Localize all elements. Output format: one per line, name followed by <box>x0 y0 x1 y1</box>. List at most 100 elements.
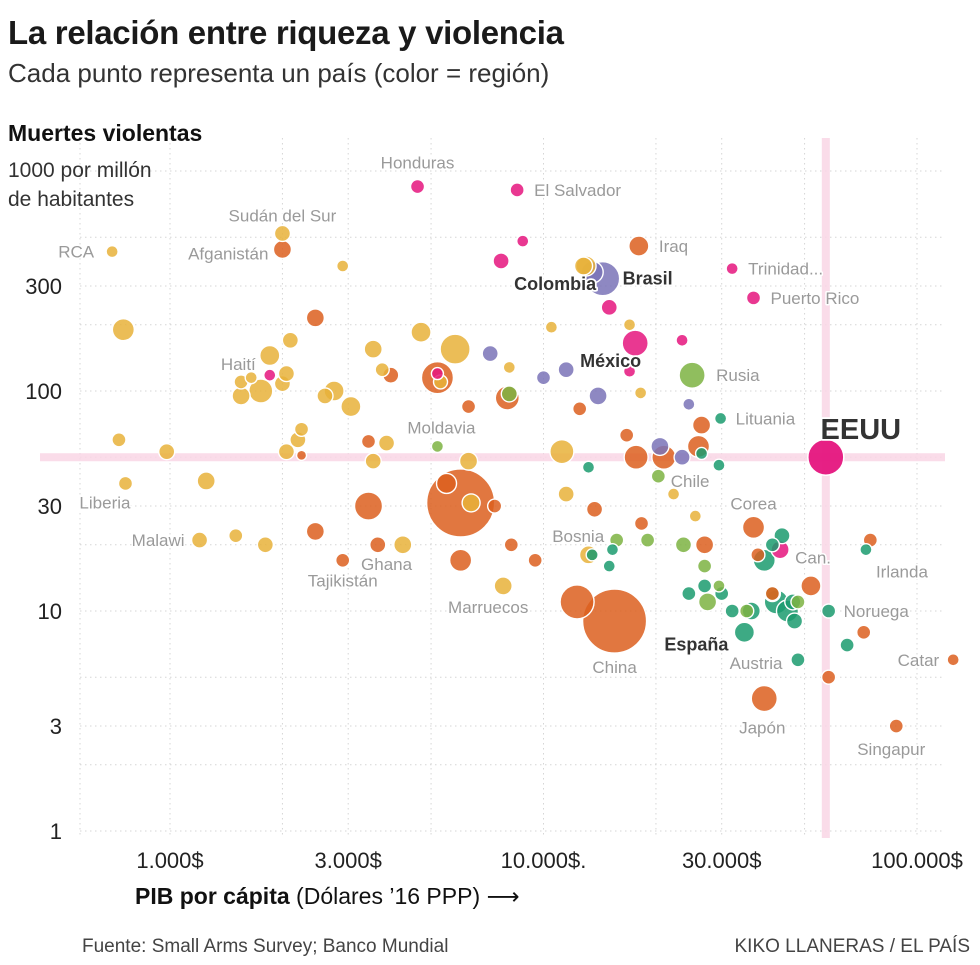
data-point[interactable] <box>571 401 588 417</box>
data-point[interactable] <box>409 178 426 195</box>
data-point[interactable] <box>585 548 599 562</box>
data-point[interactable] <box>650 468 667 484</box>
data-point[interactable] <box>111 432 127 448</box>
data-point[interactable] <box>678 361 706 389</box>
data-point[interactable] <box>750 684 778 713</box>
data-point[interactable] <box>800 575 822 597</box>
data-point[interactable] <box>696 578 713 594</box>
data-point[interactable] <box>231 386 251 406</box>
data-point[interactable] <box>316 387 334 405</box>
data-point[interactable] <box>622 318 637 332</box>
data-point[interactable] <box>694 535 715 555</box>
data-point[interactable] <box>369 536 387 554</box>
data-point[interactable] <box>696 558 713 574</box>
data-point[interactable] <box>682 397 696 412</box>
data-point[interactable] <box>623 444 649 470</box>
data-point[interactable] <box>688 509 703 523</box>
data-point[interactable] <box>820 603 837 619</box>
data-point[interactable] <box>105 244 119 259</box>
data-point[interactable] <box>256 536 275 554</box>
data-point[interactable] <box>673 448 691 466</box>
data-point[interactable] <box>439 333 471 365</box>
data-point[interactable] <box>336 259 350 273</box>
data-point[interactable] <box>639 532 656 548</box>
data-point[interactable] <box>856 624 872 641</box>
data-point[interactable] <box>691 415 712 435</box>
data-point[interactable] <box>666 487 681 501</box>
data-point[interactable] <box>605 542 620 557</box>
data-point[interactable] <box>633 515 650 532</box>
data-point[interactable] <box>544 320 559 334</box>
data-point[interactable] <box>585 500 604 518</box>
data-point[interactable] <box>725 261 739 276</box>
data-point[interactable] <box>741 515 766 540</box>
data-point[interactable] <box>581 460 596 474</box>
data-point[interactable] <box>503 537 520 553</box>
data-point[interactable] <box>790 652 806 668</box>
data-point[interactable] <box>628 235 650 257</box>
data-point[interactable] <box>502 360 517 375</box>
data-point[interactable] <box>622 364 637 378</box>
data-point[interactable] <box>527 552 543 569</box>
data-point[interactable] <box>675 333 689 348</box>
data-point[interactable] <box>410 321 432 343</box>
data-point[interactable] <box>549 438 575 465</box>
data-point[interactable] <box>259 344 281 367</box>
data-point[interactable] <box>618 427 635 443</box>
data-point[interactable] <box>360 433 377 450</box>
data-point[interactable] <box>681 585 697 602</box>
data-point[interactable] <box>340 395 362 418</box>
data-point[interactable] <box>500 385 519 403</box>
data-point[interactable] <box>244 370 258 385</box>
data-point[interactable] <box>493 576 513 596</box>
data-point[interactable] <box>492 252 510 270</box>
data-point[interactable] <box>273 224 292 243</box>
data-point[interactable] <box>335 552 351 569</box>
data-point[interactable] <box>712 458 726 472</box>
data-point[interactable] <box>602 559 616 573</box>
data-point[interactable] <box>535 369 552 386</box>
data-point[interactable] <box>557 360 575 379</box>
data-point[interactable] <box>820 669 837 685</box>
data-point[interactable] <box>486 498 503 514</box>
data-point[interactable] <box>713 411 728 426</box>
data-point[interactable] <box>363 339 383 359</box>
data-point[interactable] <box>764 537 781 553</box>
data-point[interactable] <box>733 621 756 644</box>
data-point[interactable] <box>263 368 277 382</box>
data-point[interactable] <box>674 536 693 554</box>
data-point[interactable] <box>430 439 445 454</box>
data-point[interactable] <box>745 290 762 306</box>
data-point[interactable] <box>277 364 296 383</box>
data-point[interactable] <box>859 542 873 557</box>
data-point[interactable] <box>650 436 670 457</box>
data-point[interactable] <box>724 603 740 619</box>
data-point[interactable] <box>461 493 481 513</box>
data-point[interactable] <box>435 472 458 495</box>
data-point[interactable] <box>364 452 382 470</box>
data-point[interactable] <box>293 421 310 437</box>
data-point[interactable] <box>621 329 649 357</box>
data-point[interactable] <box>353 491 384 521</box>
data-point[interactable] <box>295 449 308 462</box>
data-point[interactable] <box>481 344 499 363</box>
data-point[interactable] <box>158 442 176 461</box>
data-point[interactable] <box>305 308 326 328</box>
data-point[interactable] <box>305 521 326 542</box>
data-point[interactable] <box>750 547 766 563</box>
data-point[interactable] <box>573 256 594 276</box>
data-point[interactable] <box>228 527 244 544</box>
data-point[interactable] <box>557 485 575 503</box>
data-point[interactable] <box>509 182 525 198</box>
data-point[interactable] <box>516 234 530 248</box>
data-point[interactable] <box>281 331 300 350</box>
data-point[interactable] <box>111 317 136 342</box>
data-point[interactable] <box>694 446 709 461</box>
data-point[interactable] <box>588 386 608 406</box>
data-point[interactable] <box>633 386 648 400</box>
data-point[interactable] <box>839 637 855 653</box>
data-point[interactable] <box>946 653 960 667</box>
data-point[interactable] <box>430 366 445 381</box>
data-point[interactable] <box>600 298 618 317</box>
data-point[interactable] <box>739 603 755 619</box>
